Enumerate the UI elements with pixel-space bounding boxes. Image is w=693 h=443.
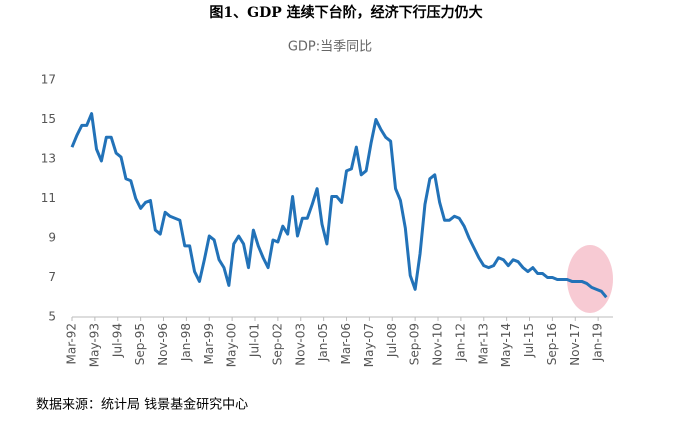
x-tick-label: Jan-19 bbox=[591, 323, 605, 362]
highlight-circle bbox=[567, 245, 613, 313]
y-tick-label: 9 bbox=[48, 231, 56, 245]
y-tick-label: 7 bbox=[48, 270, 56, 284]
source: 数据来源：统计局 钱景基金研究中心 bbox=[36, 397, 248, 413]
x-tick-label: Mar-99 bbox=[202, 323, 216, 364]
x-tick-label: Jul-08 bbox=[385, 323, 399, 358]
x-tick-label: Sep-16 bbox=[545, 323, 559, 365]
x-tick-label: Jan-98 bbox=[179, 323, 193, 362]
chart-title: 图1、GDP 连续下台阶，经济下行压力仍大 bbox=[209, 4, 482, 21]
x-tick-label: May-93 bbox=[87, 323, 101, 367]
x-tick-label: May-00 bbox=[225, 323, 239, 367]
x-tick-label: Nov-10 bbox=[431, 323, 445, 366]
x-tick-label: May-07 bbox=[362, 323, 376, 367]
y-tick-label: 17 bbox=[41, 73, 56, 87]
x-tick-label: Sep-02 bbox=[270, 323, 284, 365]
x-tick-label: Mar-06 bbox=[339, 323, 353, 364]
y-tick-label: 15 bbox=[41, 112, 56, 126]
y-tick-label: 11 bbox=[41, 191, 56, 205]
x-tick-label: Mar-13 bbox=[476, 323, 490, 364]
x-tick-label: Sep-09 bbox=[408, 323, 422, 365]
x-tick-label: Mar-92 bbox=[65, 323, 79, 364]
x-tick-label: Nov-96 bbox=[156, 323, 170, 366]
x-tick-label: May-14 bbox=[499, 323, 513, 367]
y-tick-label: 13 bbox=[41, 152, 56, 166]
x-tick-label: Nov-17 bbox=[568, 323, 582, 366]
chart-subtitle: GDP:当季同比 bbox=[288, 40, 372, 55]
x-tick-label: Jan-12 bbox=[453, 323, 467, 362]
x-tick-label: Jul-01 bbox=[248, 323, 262, 358]
x-tick-label: Jan-05 bbox=[316, 323, 330, 362]
line-series bbox=[70, 112, 608, 299]
y-tick-label: 5 bbox=[48, 310, 56, 324]
x-tick-label: Jul-15 bbox=[522, 323, 536, 358]
x-tick-label: Sep-95 bbox=[133, 323, 147, 365]
x-tick-label: Jul-94 bbox=[110, 323, 124, 358]
x-tick-label: Nov-03 bbox=[293, 323, 307, 366]
